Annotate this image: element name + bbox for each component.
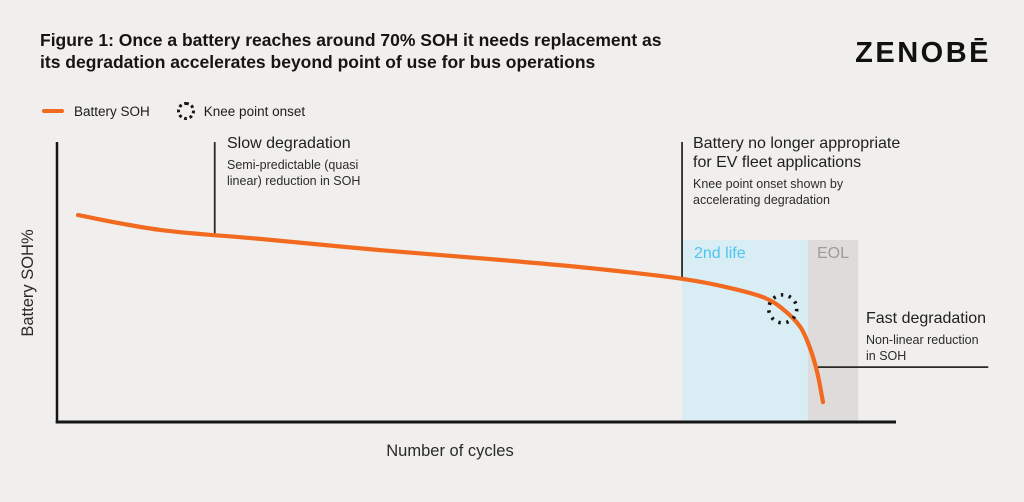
legend-knee-point-label: Knee point onset [203,103,306,119]
knee-point-icon [176,102,195,120]
figure-title: Figure 1: Once a battery reaches around … [40,30,662,72]
slow-degradation-body: Semi-predictable (quasi linear) reductio… [227,158,361,188]
fast-degradation-body: Non-linear reduction in SOH [866,333,979,363]
no-longer-appropriate-body: Knee point onset shown by accelerating d… [693,177,844,207]
x-axis-label: Number of cycles [386,442,514,460]
second-life-region-label: 2nd life [694,245,746,262]
eol-region [807,240,859,422]
fast-degradation-heading: Fast degradation [866,310,987,327]
legend-battery-soh-label: Battery SOH [74,103,150,119]
annotation-slow-degradation: Slow degradation Semi-predictable (quasi… [227,134,360,189]
y-axis-label: Battery SOH% [19,229,37,337]
zenobe-logo: ZENOBĒ [855,37,991,69]
slow-degradation-heading: Slow degradation [227,135,351,152]
knee-point-marker [766,293,799,325]
second-life-region [682,240,808,422]
no-longer-appropriate-heading: Battery no longer appropriate for EV fle… [693,135,901,171]
annotation-fast-degradation: Fast degradation Non-linear reduction in… [866,309,986,364]
battery-soh-line-swatch [42,108,64,114]
battery-soh-curve [75,212,826,405]
eol-region-label: EOL [817,245,850,262]
annotation-battery-no-longer-appropriate: Battery no longer appropriate for EV fle… [693,134,900,208]
chart-legend: Battery SOH Knee point onset [42,101,305,121]
